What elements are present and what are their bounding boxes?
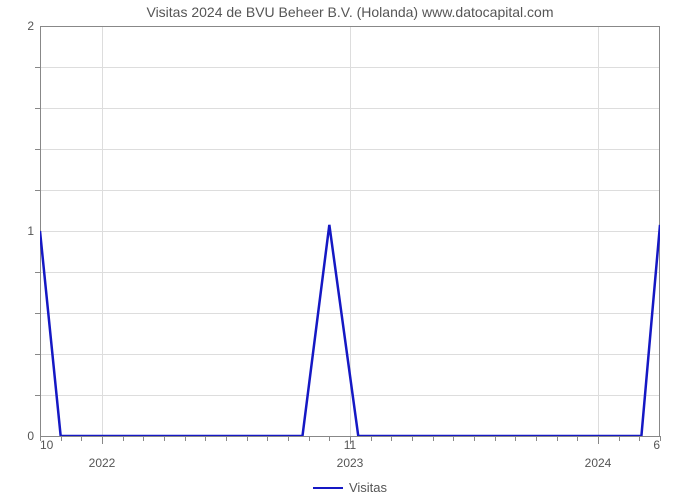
x-tick: [81, 436, 82, 441]
y-tick-label: 1: [27, 224, 40, 238]
x-tick: [123, 436, 124, 441]
x-tick: [536, 436, 537, 441]
x-tick: [474, 436, 475, 441]
legend: Visitas: [0, 480, 700, 495]
plot-area: 01220222023202410611: [40, 26, 660, 436]
x-tick: [495, 436, 496, 441]
line-series: [40, 26, 660, 436]
x-tick: [619, 436, 620, 441]
x-tick: [247, 436, 248, 441]
x-tick: [288, 436, 289, 441]
x-tick: [205, 436, 206, 441]
x-tick: [226, 436, 227, 441]
x-tick: [143, 436, 144, 441]
x-tick: [557, 436, 558, 441]
x-tick: [267, 436, 268, 441]
x-tick: [577, 436, 578, 441]
x-tick: [598, 436, 599, 444]
x-tick: [639, 436, 640, 441]
x-tick: [309, 436, 310, 441]
x-tick: [433, 436, 434, 441]
x-tick: [391, 436, 392, 441]
x-tick: [164, 436, 165, 441]
x-center-label: 11: [344, 438, 356, 452]
x-tick: [102, 436, 103, 444]
x-tick: [371, 436, 372, 441]
chart-title: Visitas 2024 de BVU Beheer B.V. (Holanda…: [0, 4, 700, 20]
chart-container: Visitas 2024 de BVU Beheer B.V. (Holanda…: [0, 0, 700, 500]
legend-label: Visitas: [349, 480, 387, 495]
x-tick: [185, 436, 186, 441]
x-corner-left-label: 10: [40, 438, 53, 452]
x-tick: [329, 436, 330, 441]
y-tick-label: 0: [27, 429, 40, 443]
x-corner-right-label: 6: [653, 438, 660, 452]
x-tick: [453, 436, 454, 441]
x-tick: [412, 436, 413, 441]
x-tick: [660, 436, 661, 441]
legend-swatch: [313, 487, 343, 489]
x-tick: [61, 436, 62, 441]
y-tick-label: 2: [27, 19, 40, 33]
x-tick: [515, 436, 516, 441]
